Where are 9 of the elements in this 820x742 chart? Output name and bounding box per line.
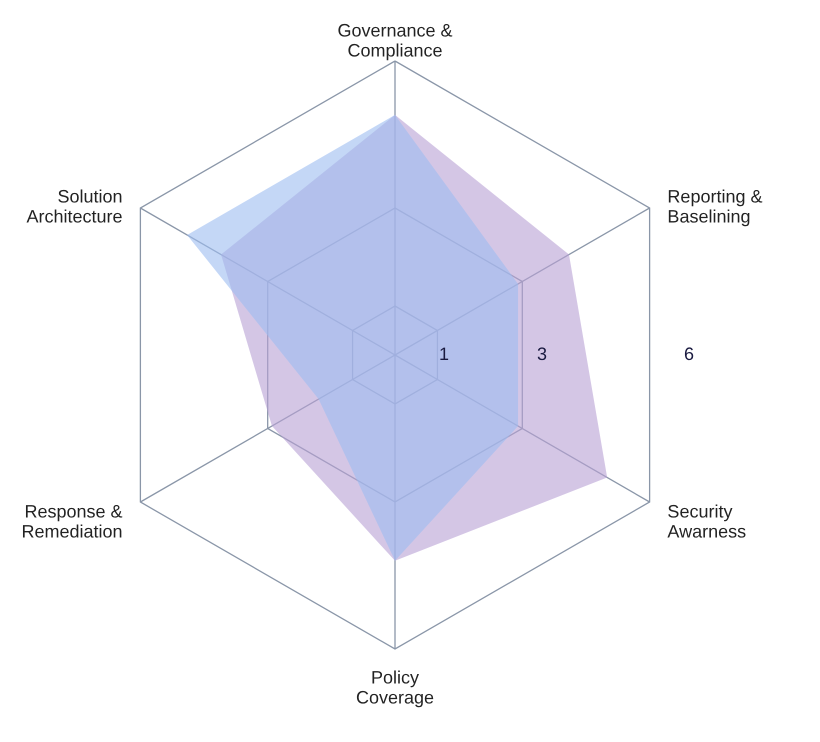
spoke-label: Reporting & Baselining (667, 186, 762, 227)
spoke-label: Policy Coverage (356, 668, 434, 708)
y-tick-label: 6 (684, 344, 694, 364)
y-tick-label: 3 (536, 344, 548, 364)
y-tick-label: 1 (438, 344, 450, 364)
spoke-label: Governance & Compliance (337, 20, 453, 60)
spoke-label: Security Awarness (667, 501, 746, 542)
spoke-label: Solution Architecture (26, 186, 123, 227)
spoke-label: Response & Remediation (22, 501, 123, 542)
